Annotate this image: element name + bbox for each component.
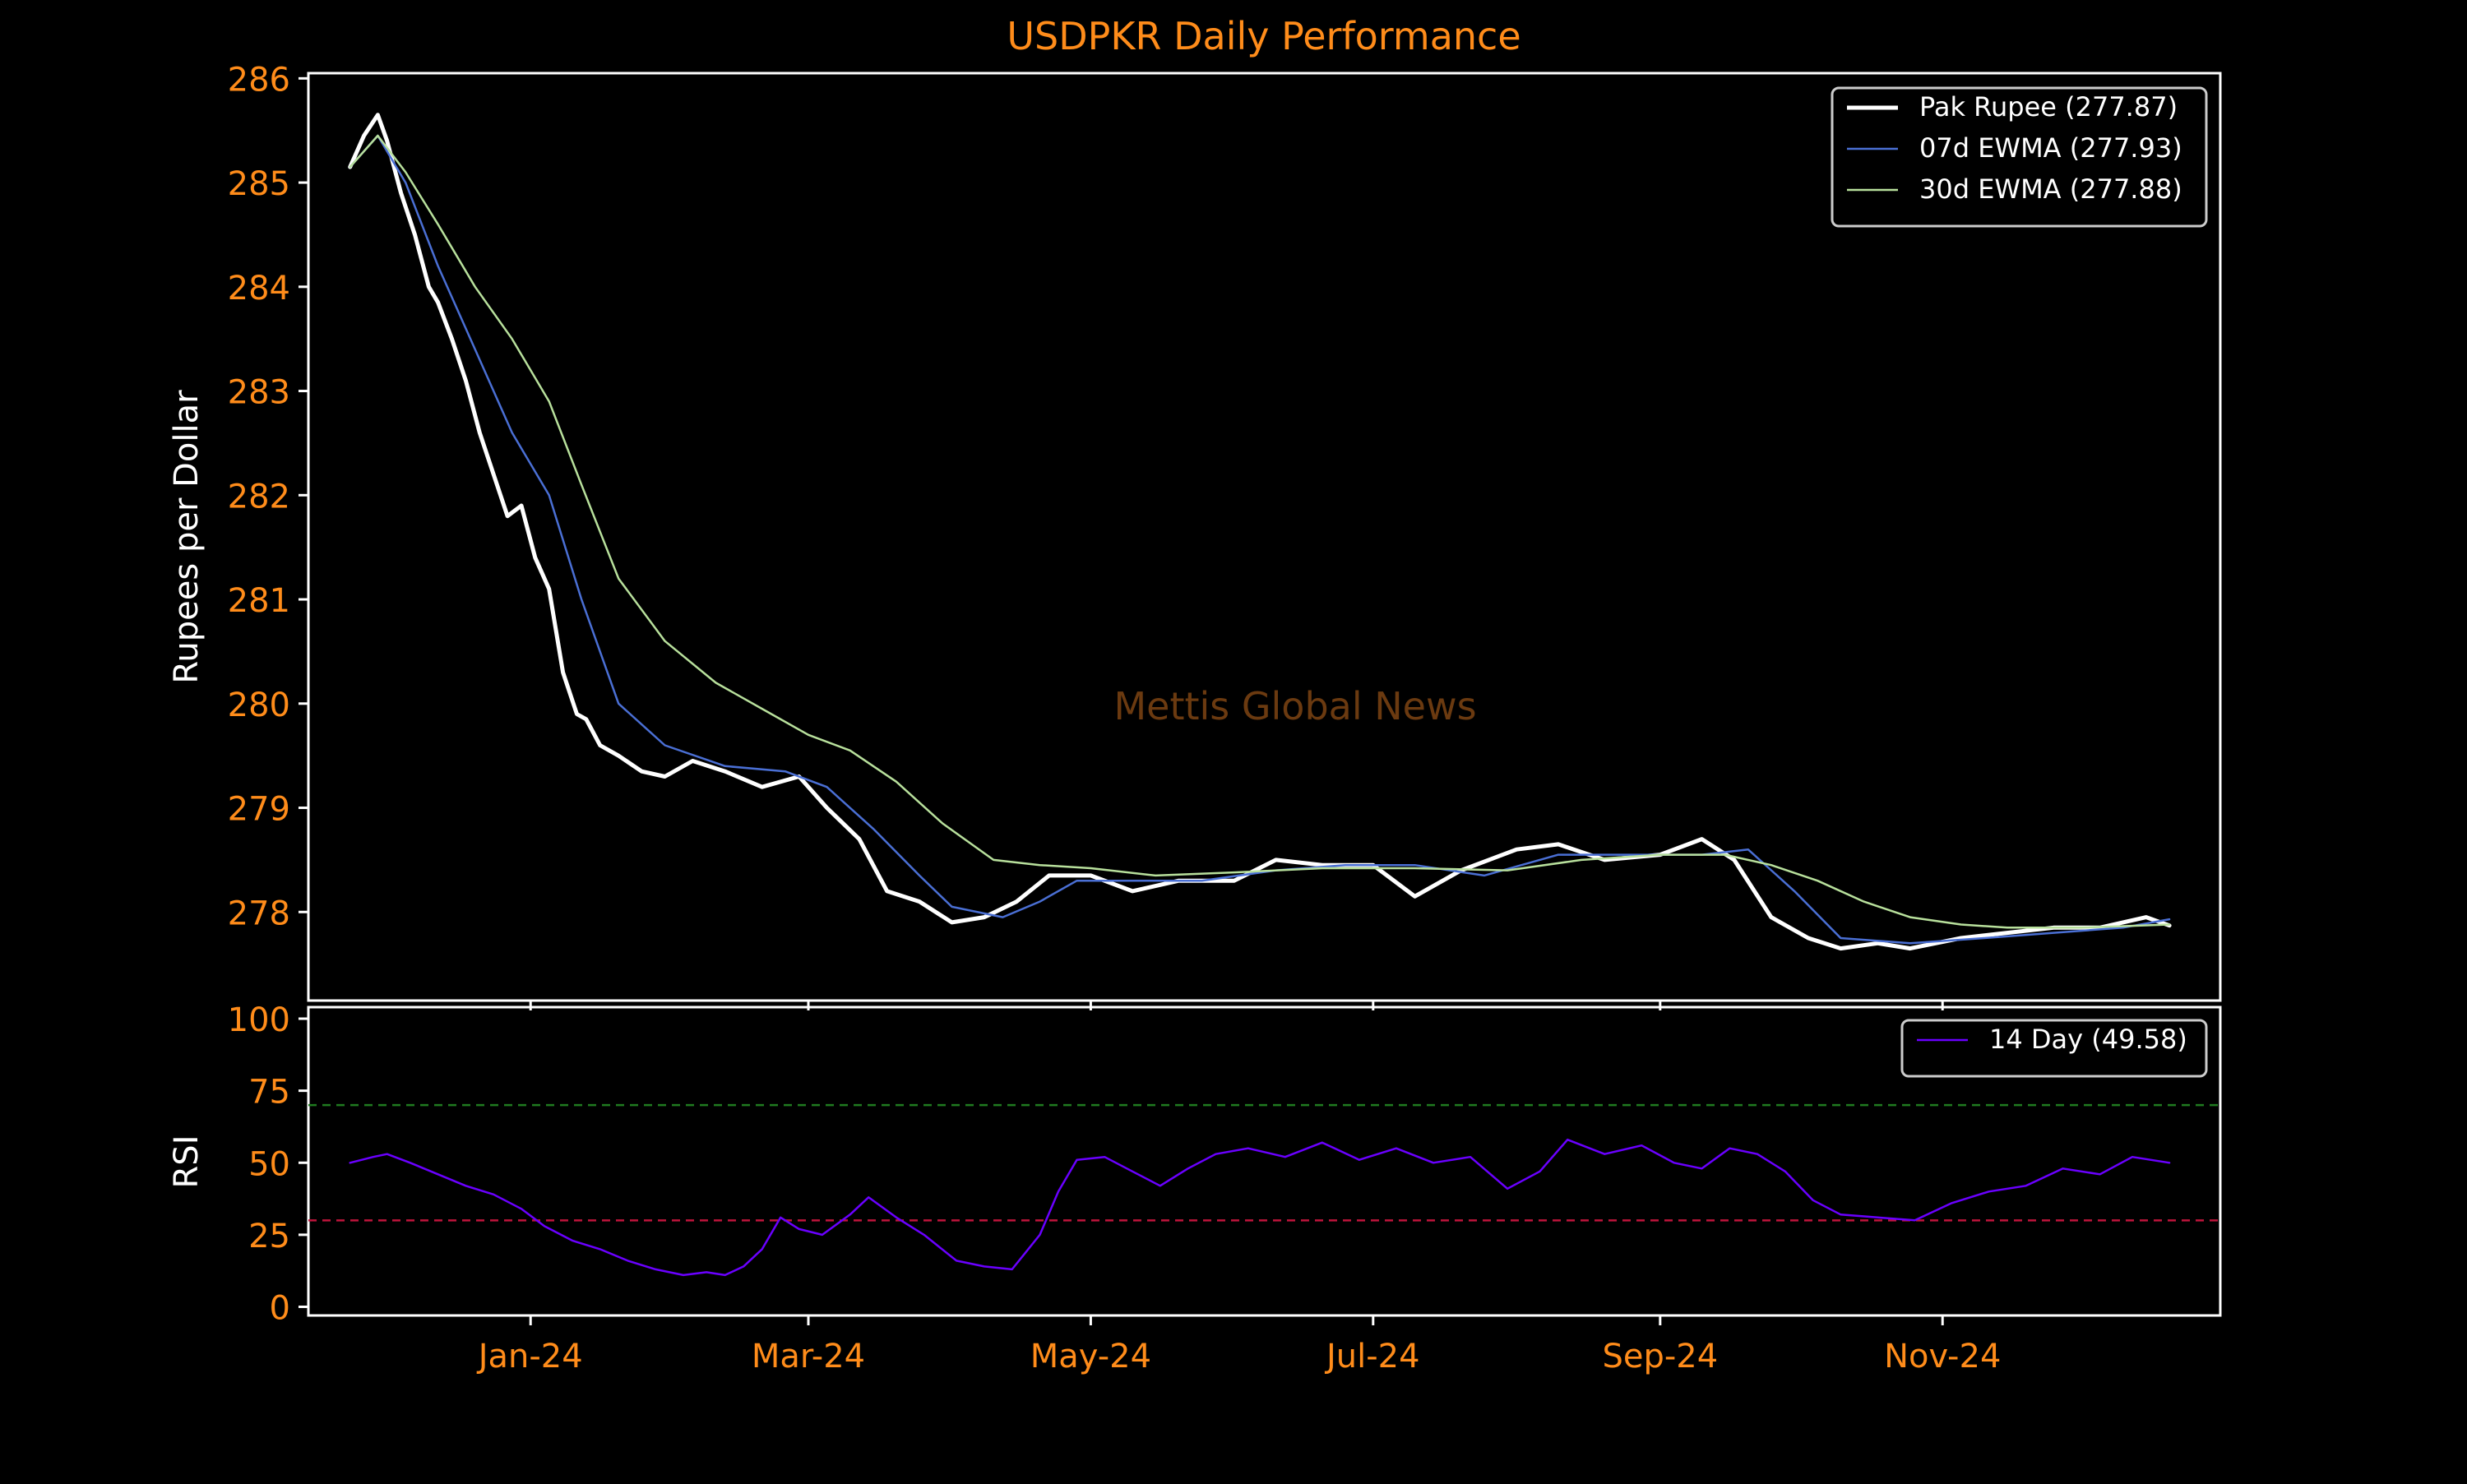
y-tick-label: 286 (228, 61, 290, 99)
y-tick-label: 75 (248, 1074, 290, 1112)
rsi-y-axis: 100 75 50 25 0 (228, 1001, 308, 1327)
series-line-price (348, 113, 2172, 951)
legend-label-price: Pak Rupee (277.87) (1919, 91, 2178, 123)
y-tick-label: 278 (228, 895, 290, 932)
x-axis: Jan-24 Mar-24 May-24 Jul-24 Sep-24 Nov-24 (476, 1001, 2001, 1375)
series-line-ewma30 (349, 134, 2171, 929)
legend-box (1831, 86, 2208, 228)
y-tick-label: 25 (248, 1218, 290, 1255)
rsi-reference-lines (308, 1103, 2220, 1222)
x-tick-label: Mar-24 (752, 1338, 865, 1375)
rsi-panel: 100 75 50 25 0 RSI 14 Day (49.58) (168, 1001, 2222, 1327)
y-tick-label: 281 (228, 582, 290, 620)
y-tick-label: 50 (248, 1145, 290, 1183)
chart-title: USDPKR Daily Performance (1007, 14, 1520, 58)
y-tick-label: 280 (228, 687, 290, 724)
x-tick-label: Jul-24 (1324, 1338, 1420, 1375)
y-tick-label: 282 (228, 478, 290, 515)
x-tick-label: Jan-24 (476, 1338, 583, 1375)
y-tick-label: 283 (228, 374, 290, 412)
legend-label-rsi: 14 Day (49.58) (1989, 1024, 2187, 1055)
y-tick-label: 285 (228, 165, 290, 203)
legend-label-ewma7: 07d EWMA (277.93) (1919, 132, 2182, 164)
series-line-rsi (349, 1138, 2171, 1277)
series-line-ewma7 (349, 134, 2171, 945)
rsi-legend: 14 Day (49.58) (1900, 1019, 2208, 1078)
price-series-group (348, 113, 2172, 951)
y-tick-label: 0 (270, 1289, 290, 1327)
price-y-axis: 286 285 284 283 282 281 280 279 278 (228, 61, 308, 932)
rsi-y-axis-label: RSI (168, 1135, 206, 1189)
x-tick-label: May-24 (1030, 1338, 1151, 1375)
price-y-axis-label: Rupees per Dollar (168, 390, 206, 684)
legend-label-ewma30: 30d EWMA (277.88) (1919, 173, 2182, 205)
y-tick-label: 284 (228, 270, 290, 307)
price-panel: 286 285 284 283 282 281 280 279 278 Rupees per D… (168, 61, 2222, 1002)
rsi-series-group (349, 1138, 2171, 1277)
price-legend: Pak Rupee (277.87) 07d EWMA (277.93) 30d E… (1831, 86, 2208, 228)
x-tick-label: Nov-24 (1884, 1338, 2001, 1375)
x-tick-label: Sep-24 (1602, 1338, 1718, 1375)
y-tick-label: 279 (228, 791, 290, 829)
watermark: Mettis Global News (1113, 684, 1476, 728)
legend-box (1900, 1019, 2208, 1078)
y-tick-label: 100 (228, 1001, 290, 1039)
price-plot-area (307, 72, 2222, 1002)
